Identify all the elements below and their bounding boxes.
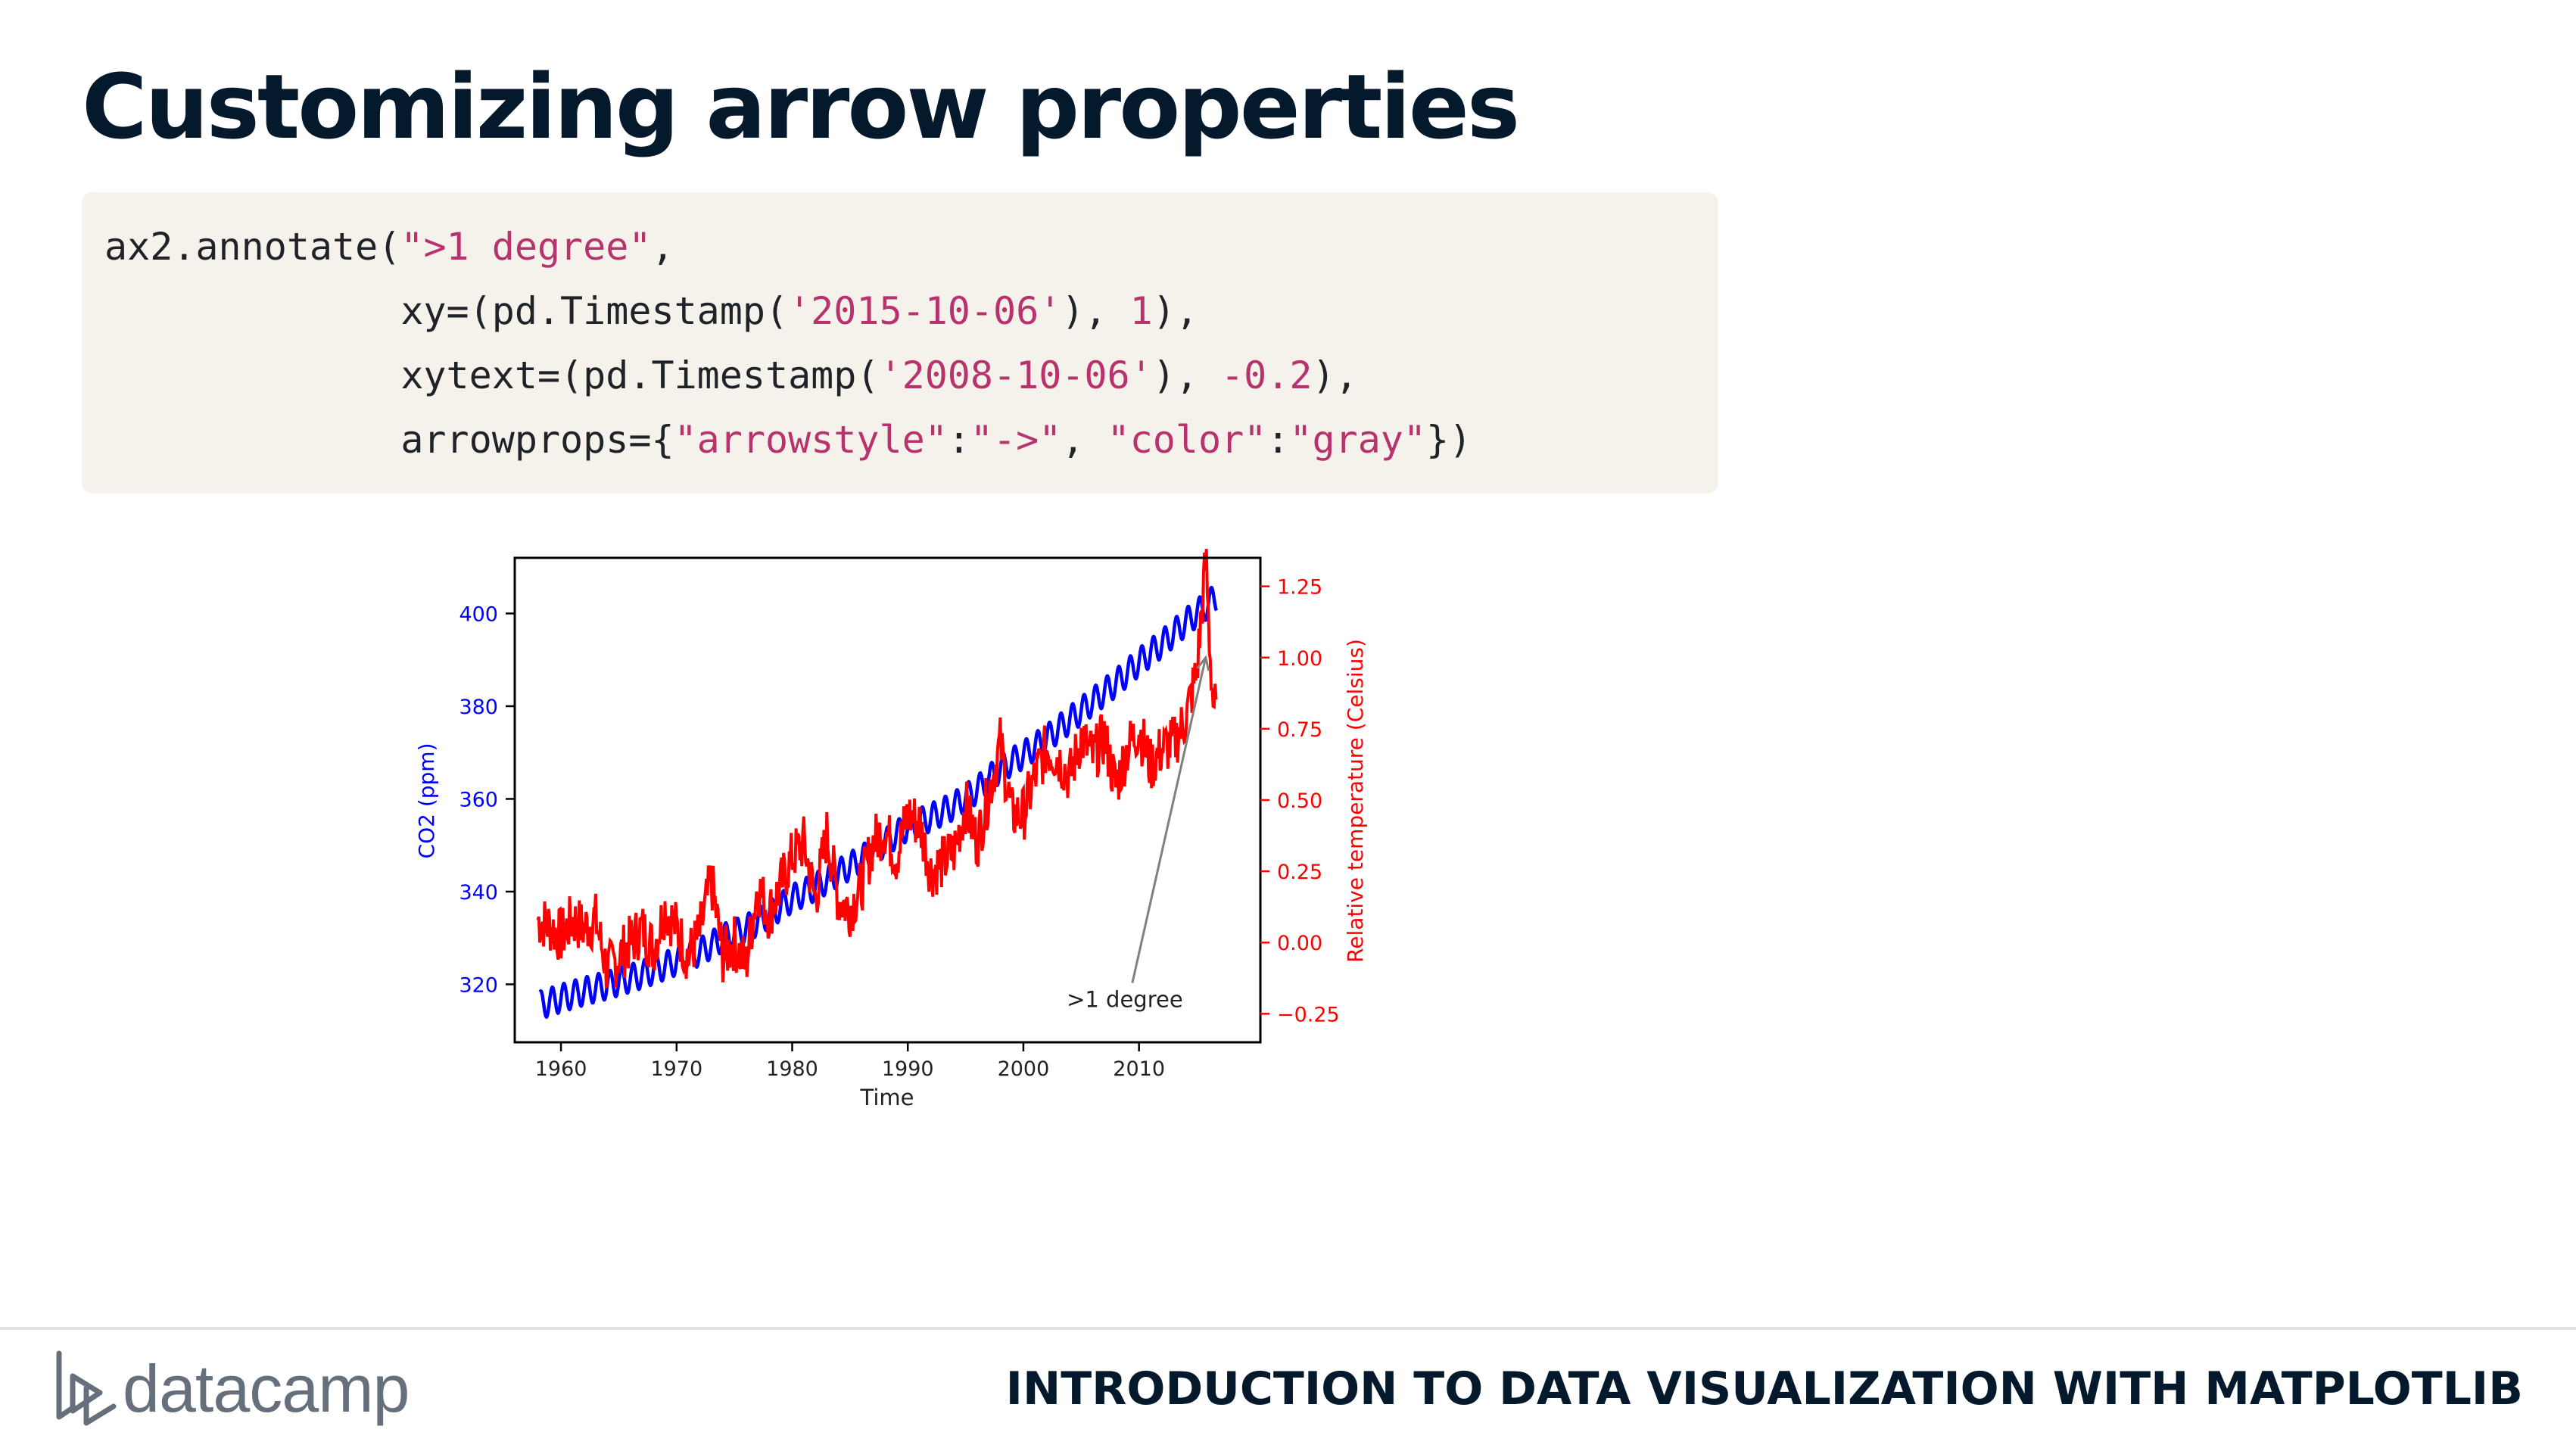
plot-frame xyxy=(513,556,1262,1044)
course-title: INTRODUCTION TO DATA VISUALIZATION WITH … xyxy=(1005,1362,2523,1415)
left-tick-label: 320 xyxy=(459,973,498,997)
right-tick-label: 0.50 xyxy=(1277,789,1322,813)
brand-name: datacamp xyxy=(123,1351,410,1426)
code-token: : xyxy=(947,418,970,462)
annotation-arrow xyxy=(1131,657,1207,983)
code-line: xytext=(pd.Timestamp('2008-10-06'), -0.2… xyxy=(104,344,1696,408)
series-layer xyxy=(536,549,1219,1020)
code-token: ), xyxy=(1152,353,1222,397)
datacamp-logo-icon xyxy=(56,1350,117,1426)
code-token: : xyxy=(1266,418,1290,462)
code-token: arrowprops={ xyxy=(104,418,674,462)
footer-divider xyxy=(0,1327,2576,1330)
right-tick-label: 0.00 xyxy=(1277,932,1322,955)
left-tick-label: 360 xyxy=(459,788,498,811)
left-tick-label: 400 xyxy=(459,603,498,626)
left-tick-label: 380 xyxy=(459,696,498,719)
chart-svg: 320 340 360 380 400 −0.25 0.00 0.25 0.50 0.75 1.0… xyxy=(414,549,1368,1110)
code-token: ax2.annotate( xyxy=(104,225,401,269)
x-axis: 1960 1970 1980 1990 2000 2010 xyxy=(535,1042,1165,1081)
left-tick-label: 340 xyxy=(459,881,498,905)
code-number-token: -0.2 xyxy=(1221,353,1313,397)
right-axis-label: Relative temperature (Celsius) xyxy=(1343,639,1368,963)
code-string-token: "color" xyxy=(1107,418,1267,462)
right-tick-label: 0.75 xyxy=(1277,718,1322,742)
code-token: }) xyxy=(1426,418,1472,462)
code-token: xytext=(pd.Timestamp( xyxy=(104,353,880,397)
x-tick-label: 1970 xyxy=(650,1057,702,1081)
left-axis: 320 340 360 380 400 xyxy=(459,603,515,997)
code-line: arrowprops={"arrowstyle":"->", "color":"… xyxy=(104,408,1696,472)
x-tick-label: 2010 xyxy=(1113,1057,1165,1081)
x-tick-label: 1980 xyxy=(766,1057,818,1081)
x-tick-label: 1960 xyxy=(535,1057,587,1081)
series-co2-line xyxy=(538,585,1219,1020)
code-line: xy=(pd.Timestamp('2015-10-06'), 1), xyxy=(104,279,1696,344)
code-token: xy=(pd.Timestamp( xyxy=(104,289,789,333)
annotation-arrow-head xyxy=(1196,655,1210,671)
code-token: , xyxy=(651,225,674,269)
annotation: >1 degree xyxy=(1067,655,1210,1013)
code-string-token: "gray" xyxy=(1289,418,1427,462)
right-tick-label: 1.25 xyxy=(1277,576,1322,599)
x-tick-label: 2000 xyxy=(998,1057,1050,1081)
code-string-token: ">1 degree" xyxy=(400,225,652,269)
code-line: ax2.annotate(">1 degree", xyxy=(104,215,1696,279)
chart: 320 340 360 380 400 −0.25 0.00 0.25 0.50 0.75 1.0… xyxy=(401,530,1446,1135)
annotation-text: >1 degree xyxy=(1067,987,1183,1013)
code-token: ), xyxy=(1312,353,1358,397)
slide-title: Customizing arrow properties xyxy=(82,54,1520,159)
left-axis-label: CO2 (ppm) xyxy=(414,743,439,859)
code-string-token: "arrowstyle" xyxy=(674,418,948,462)
code-string-token: "->" xyxy=(970,418,1062,462)
x-axis-label: Time xyxy=(860,1085,914,1110)
code-token: , xyxy=(1061,418,1107,462)
right-axis: −0.25 0.00 0.25 0.50 0.75 1.00 1.25 xyxy=(1260,576,1340,1026)
x-tick-label: 1990 xyxy=(882,1057,934,1081)
code-number-token: 1 xyxy=(1129,289,1153,333)
code-token: ), xyxy=(1152,289,1198,333)
series-temperature-line xyxy=(536,549,1218,989)
datacamp-logo: datacamp xyxy=(53,1347,447,1431)
right-tick-label: 0.25 xyxy=(1277,861,1322,884)
code-token: ), xyxy=(1061,289,1130,333)
right-tick-label: 1.00 xyxy=(1277,647,1322,671)
right-tick-label: −0.25 xyxy=(1277,1003,1340,1026)
code-string-token: '2008-10-06' xyxy=(879,353,1153,397)
code-block: ax2.annotate(">1 degree", xy=(pd.Timesta… xyxy=(82,192,1718,494)
code-string-token: '2015-10-06' xyxy=(788,289,1062,333)
